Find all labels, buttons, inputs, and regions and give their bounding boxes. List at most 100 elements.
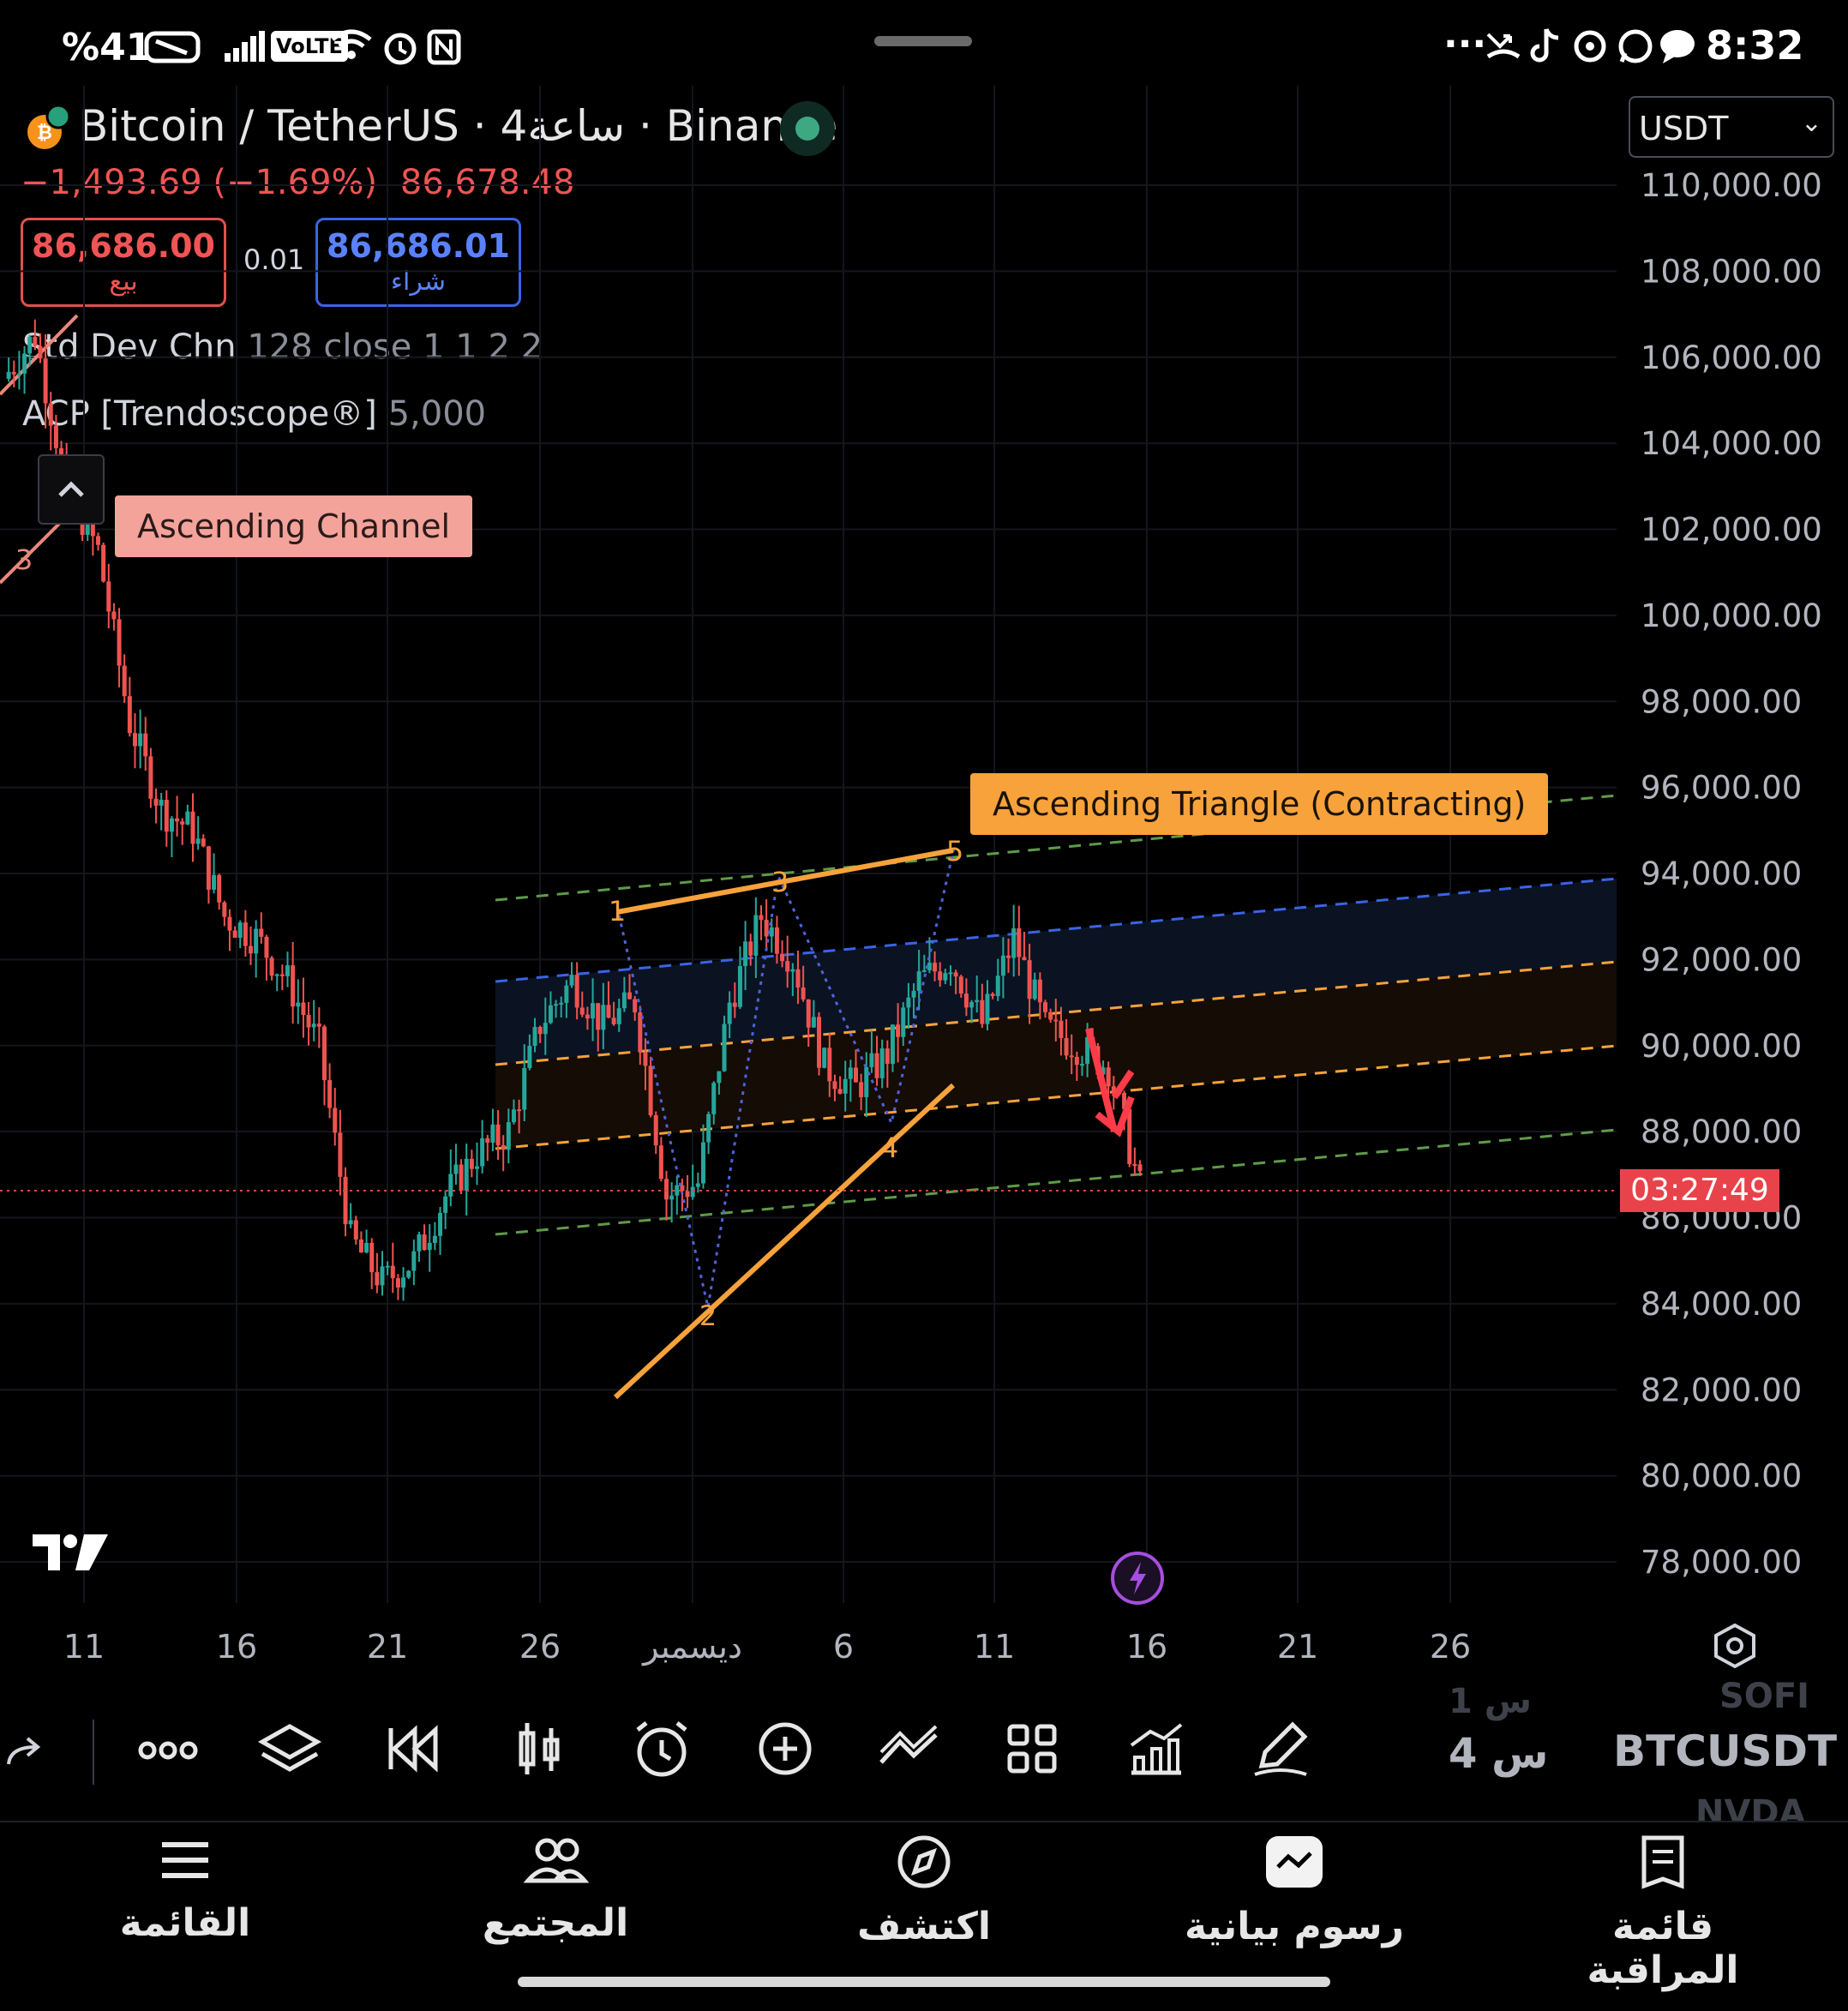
nav-community[interactable]: المجتمع — [427, 1834, 684, 1972]
indicators-icon[interactable] — [1113, 1706, 1198, 1792]
collapse-legend-button[interactable] — [38, 454, 105, 525]
drawing-pencil-icon[interactable] — [1238, 1706, 1323, 1792]
candle-body — [743, 941, 748, 967]
candle-body — [843, 1078, 848, 1094]
candle-body — [385, 1265, 390, 1268]
community-icon — [523, 1838, 590, 1883]
settings-hex-icon[interactable] — [1713, 1622, 1757, 1670]
candle-body — [627, 992, 633, 999]
nav-explore[interactable]: اكتشف — [795, 1834, 1053, 1972]
price-change: −1,493.69 (−1.69%) 86,678.48 — [21, 163, 574, 202]
candle-body — [963, 993, 969, 1008]
x-tick-label: 11 — [974, 1628, 1015, 1666]
candle-body — [711, 1083, 717, 1114]
time-axis[interactable]: 11 16 21 26 ديسمبر 6 11 16 21 26 — [63, 1628, 1471, 1666]
candle-body — [1032, 979, 1037, 999]
currency-select[interactable]: USDT ⌄ — [1629, 96, 1834, 158]
candle-body — [343, 1176, 348, 1225]
candle-body — [43, 358, 48, 404]
candle-body — [527, 1046, 532, 1068]
candle-body — [811, 1017, 816, 1028]
nav-charts[interactable]: رسوم بيانية — [1166, 1834, 1423, 1972]
bitcoin-logo-icon: ₿ — [27, 104, 71, 149]
candle-body — [227, 916, 232, 931]
candle-body — [795, 969, 801, 988]
candle-body — [717, 1071, 722, 1084]
currency-value: USDT — [1639, 110, 1729, 147]
indicator-params: 5,000 — [387, 394, 487, 434]
candle-type-icon[interactable] — [495, 1706, 581, 1792]
candle-body — [501, 1144, 506, 1150]
candle-body — [175, 818, 180, 822]
candle-body — [601, 1005, 606, 1030]
menu-icon — [162, 1842, 208, 1878]
interval-picker[interactable]: 4 س — [1449, 1730, 1549, 1778]
x-tick-label: 16 — [216, 1628, 257, 1666]
market-status-indicator — [780, 101, 835, 156]
compare-icon[interactable] — [866, 1706, 951, 1792]
layers-icon[interactable] — [247, 1706, 333, 1792]
buy-button[interactable]: 86,686.01 شراء — [315, 218, 521, 307]
candle-body — [969, 1002, 975, 1008]
candle-body — [653, 1115, 658, 1146]
candle-body — [927, 963, 932, 970]
nav-watchlist[interactable]: قائمة المراقبة — [1534, 1834, 1791, 1992]
more-options-icon[interactable] — [125, 1706, 211, 1792]
add-icon[interactable] — [742, 1706, 828, 1792]
pivot-label-3: 3 — [771, 866, 789, 898]
candle-body — [879, 1048, 885, 1078]
candle-body — [737, 966, 742, 1007]
layout-grid-icon[interactable] — [989, 1706, 1075, 1792]
channel-upper-band — [495, 879, 1617, 1065]
tiktok-icon — [1530, 27, 1559, 63]
candle-body — [417, 1234, 422, 1252]
indicator-acp[interactable]: ACP [Trendoscope®] 5,000 — [22, 394, 486, 434]
candle-body — [1137, 1164, 1143, 1172]
replay-icon[interactable] — [370, 1706, 456, 1792]
candle-body — [459, 1164, 464, 1192]
alarm-clock-icon[interactable] — [619, 1706, 705, 1792]
lightning-icon[interactable] — [1109, 1550, 1166, 1606]
price-chart[interactable]: 1 2 3 4 5 3 110,000.00 108,000.00 106,000.… — [0, 86, 1848, 1680]
candle-body — [269, 957, 274, 976]
candle-body — [143, 733, 148, 757]
candle-body — [495, 1124, 501, 1145]
candle-body — [401, 1277, 406, 1288]
candle-body — [953, 972, 958, 977]
y-tick-label: 110,000.00 — [1641, 167, 1822, 204]
channel-upper-line — [495, 877, 1617, 983]
candle-body — [432, 1235, 437, 1243]
candle-body — [190, 811, 195, 844]
x-tick-label: 16 — [1126, 1628, 1167, 1666]
candle-body — [411, 1251, 417, 1271]
battery-icon — [144, 31, 201, 63]
candle-body — [1111, 1086, 1116, 1093]
sell-button[interactable]: 86,686.00 بيع — [21, 218, 226, 307]
watchlist-icon — [1641, 1835, 1684, 1889]
price-axis[interactable]: 110,000.00 108,000.00 106,000.00 104,000.00… — [1641, 167, 1822, 1581]
candle-body — [543, 1023, 548, 1035]
candle-body — [980, 999, 985, 1024]
candle-body — [916, 971, 921, 991]
nav-menu[interactable]: القائمة — [57, 1834, 314, 1972]
candle-body — [643, 1052, 648, 1066]
candle-body — [648, 1066, 653, 1116]
change-value: −1,493.69 (−1.69%) — [21, 163, 378, 202]
candle-body — [785, 961, 790, 972]
indicator-std-dev-chn[interactable]: Std Dev Chn 128 close 1 1 2 2 — [22, 327, 543, 367]
candle-body — [254, 928, 259, 954]
candle-body — [438, 1212, 443, 1236]
pattern-label-ascending-triangle[interactable]: Ascending Triangle (Contracting) — [970, 773, 1549, 835]
y-tick-label: 108,000.00 — [1641, 253, 1822, 290]
ticker-prev: SOFI — [1719, 1677, 1810, 1716]
pattern-label-ascending-channel[interactable]: Ascending Channel — [115, 495, 473, 557]
ticker-picker[interactable]: BTCUSDT — [1613, 1726, 1838, 1776]
symbol-title[interactable]: Bitcoin / TetherUS · 4ساعة · Binance — [79, 101, 838, 151]
candle-body — [422, 1234, 427, 1251]
candle-body — [780, 953, 785, 962]
share-arrow-icon[interactable] — [5, 1733, 43, 1771]
candle-body — [180, 821, 185, 825]
candle-body — [522, 1067, 527, 1110]
candle-body — [748, 941, 753, 956]
candle-body — [448, 1174, 453, 1197]
